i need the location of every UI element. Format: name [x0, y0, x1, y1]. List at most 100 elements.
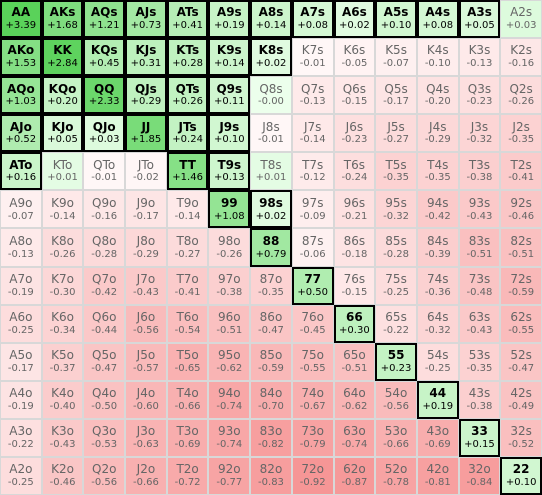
hand-cell[interactable]: T7o -0.41: [166, 266, 209, 305]
hand-cell[interactable]: J6s -0.23: [333, 114, 376, 153]
hand-cell[interactable]: 52s -0.47: [500, 342, 542, 381]
hand-cell[interactable]: J4o -0.60: [125, 380, 167, 419]
hand-cell[interactable]: T5o -0.65: [166, 342, 209, 381]
hand-cell[interactable]: QJo +0.03: [83, 114, 126, 153]
hand-cell[interactable]: 44 +0.19: [416, 380, 459, 419]
hand-cell[interactable]: 72o -0.92: [291, 456, 334, 495]
hand-cell[interactable]: K2s -0.16: [500, 38, 542, 77]
hand-cell[interactable]: 65s -0.22: [375, 304, 417, 343]
hand-cell[interactable]: KJo +0.05: [41, 114, 84, 153]
hand-cell[interactable]: J2o -0.66: [125, 456, 167, 495]
hand-cell[interactable]: A8o -0.13: [0, 228, 42, 267]
hand-cell[interactable]: A9o -0.07: [0, 190, 42, 229]
hand-cell[interactable]: KQo +0.20: [41, 76, 84, 115]
hand-cell[interactable]: Q2o -0.56: [83, 456, 126, 495]
hand-cell[interactable]: T3s -0.38: [458, 152, 501, 191]
hand-cell[interactable]: K3o -0.43: [41, 418, 84, 457]
hand-cell[interactable]: 75s -0.25: [375, 266, 417, 305]
hand-cell[interactable]: AKo +1.53: [0, 38, 42, 77]
hand-cell[interactable]: 55 +0.23: [375, 342, 417, 381]
hand-cell[interactable]: ATo +0.16: [0, 152, 42, 191]
hand-cell[interactable]: KTs +0.28: [166, 38, 209, 77]
hand-cell[interactable]: A3o -0.22: [0, 418, 42, 457]
hand-cell[interactable]: AJs +0.73: [125, 0, 167, 39]
hand-cell[interactable]: 43o -0.69: [416, 418, 459, 457]
hand-cell[interactable]: 86o -0.47: [250, 304, 292, 343]
hand-cell[interactable]: 85o -0.59: [250, 342, 292, 381]
hand-cell[interactable]: 74s -0.36: [416, 266, 459, 305]
hand-cell[interactable]: 32s -0.52: [500, 418, 542, 457]
hand-cell[interactable]: 92o -0.77: [208, 456, 251, 495]
hand-cell[interactable]: 97s -0.09: [291, 190, 334, 229]
hand-cell[interactable]: J8o -0.29: [125, 228, 167, 267]
hand-cell[interactable]: 63s -0.43: [458, 304, 501, 343]
hand-cell[interactable]: K2o -0.46: [41, 456, 84, 495]
hand-cell[interactable]: Q4o -0.50: [83, 380, 126, 419]
hand-cell[interactable]: J2s -0.35: [500, 114, 542, 153]
hand-cell[interactable]: 97o -0.38: [208, 266, 251, 305]
hand-cell[interactable]: A7s +0.08: [291, 0, 334, 39]
hand-cell[interactable]: Q8s -0.00: [250, 76, 292, 115]
hand-cell[interactable]: T3o -0.69: [166, 418, 209, 457]
hand-cell[interactable]: K8o -0.26: [41, 228, 84, 267]
hand-cell[interactable]: 42s -0.49: [500, 380, 542, 419]
hand-cell[interactable]: K4o -0.40: [41, 380, 84, 419]
hand-cell[interactable]: 87o -0.35: [250, 266, 292, 305]
hand-cell[interactable]: KQs +0.45: [83, 38, 126, 77]
hand-cell[interactable]: 92s -0.46: [500, 190, 542, 229]
hand-cell[interactable]: 74o -0.67: [291, 380, 334, 419]
hand-cell[interactable]: A4s +0.08: [416, 0, 459, 39]
hand-cell[interactable]: 88 +0.79: [250, 228, 292, 267]
hand-cell[interactable]: 95o -0.62: [208, 342, 251, 381]
hand-cell[interactable]: KTo +0.01: [41, 152, 84, 191]
hand-cell[interactable]: T5s -0.35: [375, 152, 417, 191]
hand-cell[interactable]: Q8o -0.28: [83, 228, 126, 267]
hand-cell[interactable]: Q7s -0.13: [291, 76, 334, 115]
hand-cell[interactable]: J3s -0.32: [458, 114, 501, 153]
hand-cell[interactable]: K4s -0.10: [416, 38, 459, 77]
hand-cell[interactable]: 93s -0.43: [458, 190, 501, 229]
hand-cell[interactable]: 54o -0.56: [375, 380, 417, 419]
hand-cell[interactable]: J7o -0.43: [125, 266, 167, 305]
hand-cell[interactable]: K7o -0.30: [41, 266, 84, 305]
hand-cell[interactable]: 82o -0.83: [250, 456, 292, 495]
hand-cell[interactable]: A5o -0.17: [0, 342, 42, 381]
hand-cell[interactable]: 65o -0.51: [333, 342, 376, 381]
hand-cell[interactable]: 94s -0.42: [416, 190, 459, 229]
hand-cell[interactable]: AKs +1.68: [41, 0, 84, 39]
hand-cell[interactable]: 53s -0.35: [458, 342, 501, 381]
hand-cell[interactable]: 42o -0.81: [416, 456, 459, 495]
hand-cell[interactable]: Q5s -0.17: [375, 76, 417, 115]
hand-cell[interactable]: Q5o -0.47: [83, 342, 126, 381]
hand-cell[interactable]: J7s -0.14: [291, 114, 334, 153]
hand-cell[interactable]: K6s -0.05: [333, 38, 376, 77]
hand-cell[interactable]: A7o -0.19: [0, 266, 42, 305]
hand-cell[interactable]: 82s -0.51: [500, 228, 542, 267]
hand-cell[interactable]: 63o -0.74: [333, 418, 376, 457]
hand-cell[interactable]: JTo -0.02: [125, 152, 167, 191]
hand-cell[interactable]: 62s -0.55: [500, 304, 542, 343]
hand-cell[interactable]: 95s -0.32: [375, 190, 417, 229]
hand-cell[interactable]: 96s -0.21: [333, 190, 376, 229]
hand-cell[interactable]: A3s +0.05: [458, 0, 501, 39]
hand-cell[interactable]: 98s +0.02: [250, 190, 292, 229]
hand-cell[interactable]: KK +2.84: [41, 38, 84, 77]
hand-cell[interactable]: 96o -0.51: [208, 304, 251, 343]
hand-cell[interactable]: A2s +0.03: [500, 0, 542, 39]
hand-cell[interactable]: A4o -0.19: [0, 380, 42, 419]
hand-cell[interactable]: AJo +0.52: [0, 114, 42, 153]
hand-cell[interactable]: JTs +0.24: [166, 114, 209, 153]
hand-cell[interactable]: 66 +0.30: [333, 304, 376, 343]
hand-cell[interactable]: TT +1.46: [166, 152, 209, 191]
hand-cell[interactable]: 86s -0.18: [333, 228, 376, 267]
hand-cell[interactable]: 83s -0.51: [458, 228, 501, 267]
hand-cell[interactable]: J9s +0.10: [208, 114, 251, 153]
hand-cell[interactable]: 84o -0.70: [250, 380, 292, 419]
hand-cell[interactable]: Q3o -0.53: [83, 418, 126, 457]
hand-cell[interactable]: QTs +0.26: [166, 76, 209, 115]
hand-cell[interactable]: 99 +1.08: [208, 190, 251, 229]
hand-cell[interactable]: A5s +0.10: [375, 0, 417, 39]
hand-cell[interactable]: 94o -0.74: [208, 380, 251, 419]
hand-cell[interactable]: 52o -0.78: [375, 456, 417, 495]
hand-cell[interactable]: J8s -0.01: [250, 114, 292, 153]
